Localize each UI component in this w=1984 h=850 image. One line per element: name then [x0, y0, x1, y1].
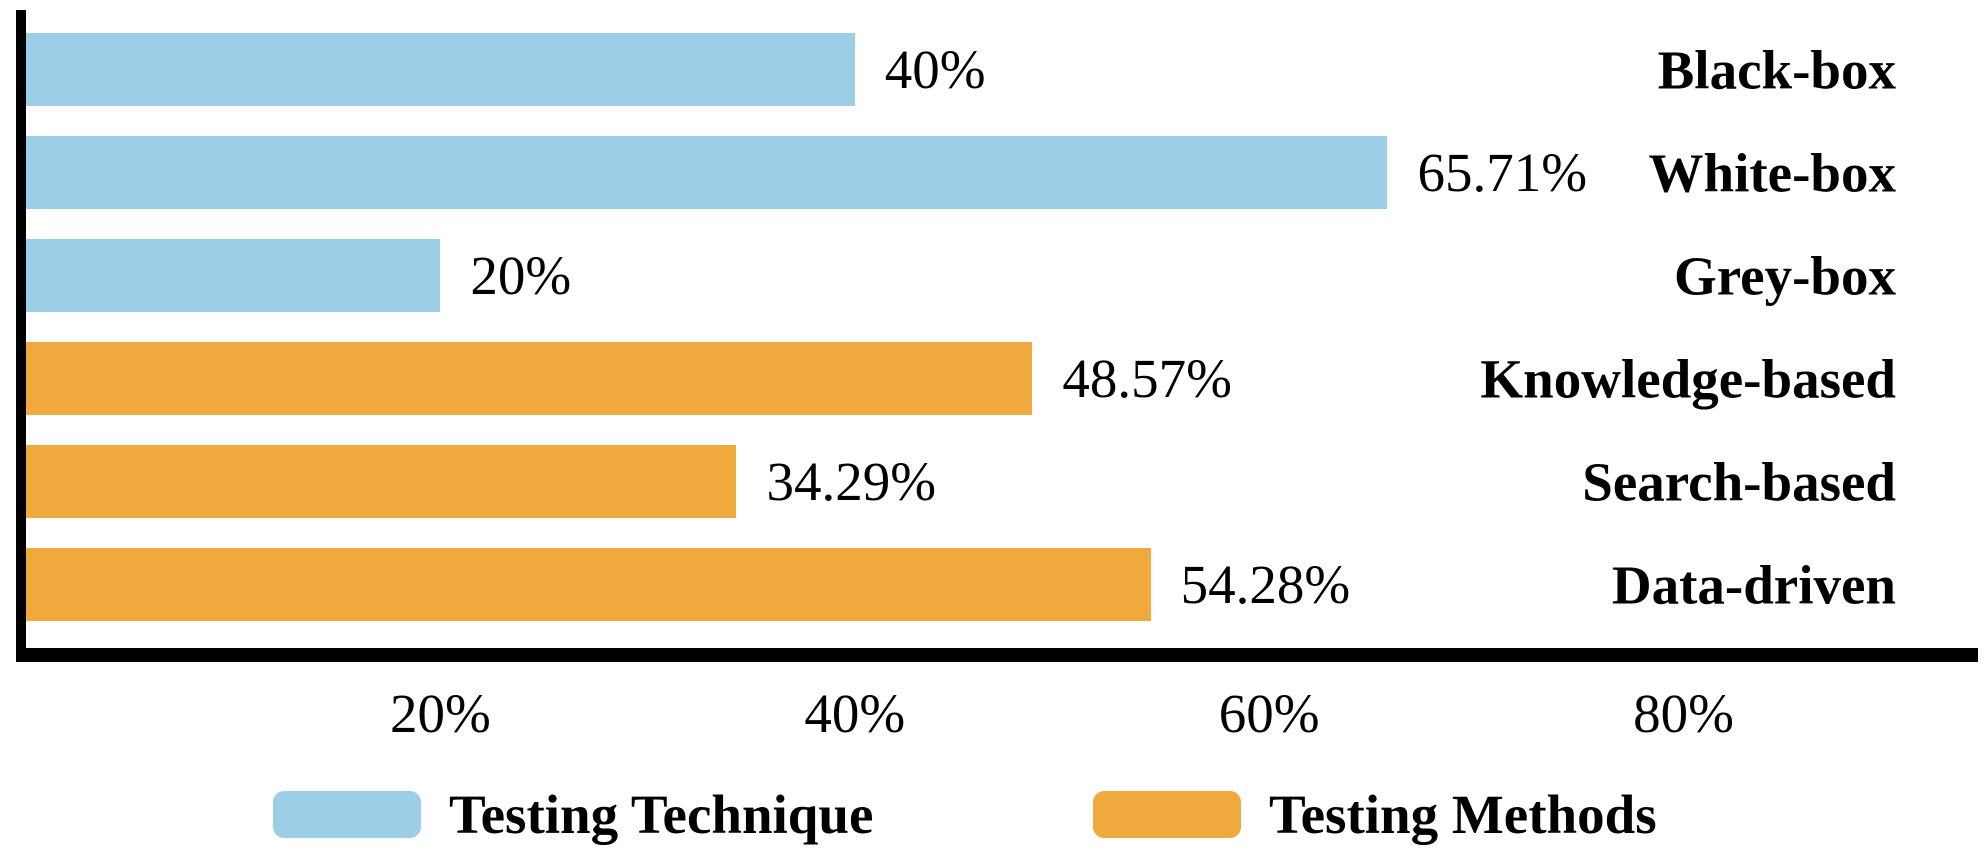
bar-value-label: 48.57% — [1062, 348, 1232, 409]
legend-swatch-methods — [1093, 790, 1241, 838]
bar-row: 54.28% Data-driven — [26, 548, 1984, 621]
y-axis-line — [16, 10, 26, 662]
category-label: Grey-box — [1673, 245, 1896, 306]
bar-value-label: 54.28% — [1180, 554, 1351, 615]
bar-row: 48.57% Knowledge-based — [26, 342, 1984, 415]
legend-item: Testing Methods — [1093, 782, 1657, 846]
category-label: Black-box — [1657, 39, 1896, 100]
bar-technique — [26, 33, 855, 106]
bar-value-label: 65.71% — [1417, 142, 1588, 203]
bar-value-label: 34.29% — [766, 451, 937, 512]
legend-item: Testing Technique — [273, 782, 873, 846]
legend-item-label: Testing Methods — [1269, 783, 1657, 845]
bar-methods — [26, 548, 1151, 621]
x-tick-label: 40% — [804, 683, 906, 744]
x-tick-labels: 20% 40% 60% 80% — [26, 686, 1984, 746]
bar-methods — [26, 342, 1033, 415]
legend-item-label: Testing Technique — [449, 783, 874, 845]
category-label: Search-based — [1582, 451, 1896, 512]
bar-row: 34.29% Search-based — [26, 445, 1984, 518]
category-label: White-box — [1648, 142, 1897, 203]
bar-row: 20% Grey-box — [26, 239, 1984, 312]
x-tick-label: 80% — [1633, 683, 1734, 744]
bar-value-label: 40% — [884, 39, 986, 100]
bar-technique — [26, 239, 441, 312]
category-label: Knowledge-based — [1480, 348, 1896, 409]
legend: Testing Technique Testing Methods — [0, 782, 1984, 846]
x-tick-label: 20% — [389, 683, 491, 744]
legend-swatch-technique — [273, 790, 421, 838]
bar-value-label: 20% — [470, 245, 572, 306]
bar-technique — [26, 136, 1388, 209]
plot-area: 40% Black-box 65.71% White-box 20% Grey-box 48… — [26, 0, 1984, 648]
x-tick-label: 60% — [1218, 683, 1320, 744]
category-label: Data-driven — [1611, 554, 1896, 615]
bar-row: 65.71% White-box — [26, 136, 1984, 209]
x-axis-line — [16, 648, 1978, 662]
bar-methods — [26, 445, 737, 518]
bar-row: 40% Black-box — [26, 33, 1984, 106]
